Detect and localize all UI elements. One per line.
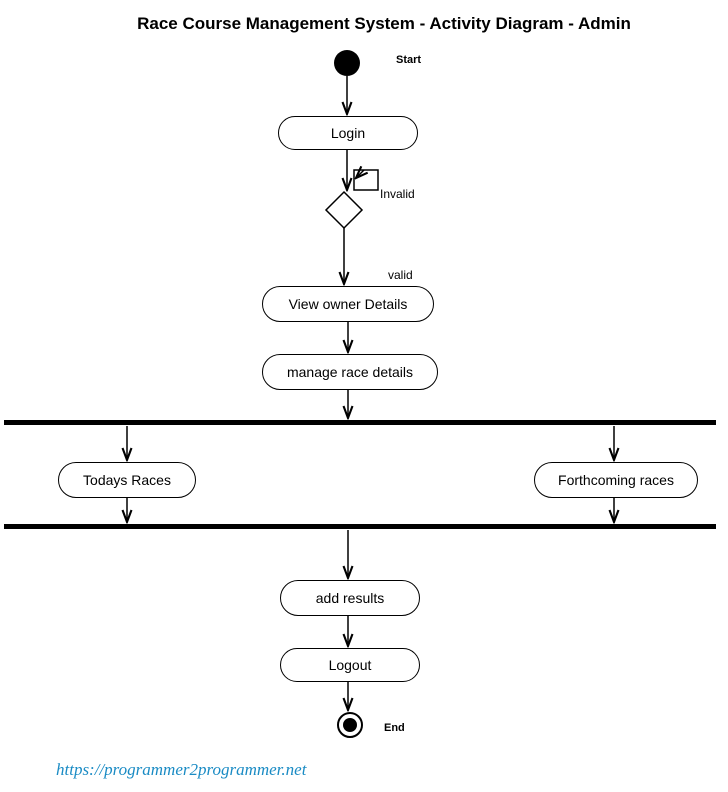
- diagram-title: Race Course Management System - Activity…: [104, 14, 664, 34]
- activity-logout: Logout: [280, 648, 420, 682]
- activity-forthcoming: Forthcoming races: [534, 462, 698, 498]
- activity-login: Login: [278, 116, 418, 150]
- activity-manage-race: manage race details: [262, 354, 438, 390]
- start-node: [334, 50, 360, 76]
- label-start: Start: [396, 54, 421, 66]
- loop-arrow: [356, 170, 364, 178]
- join-bar: [4, 524, 716, 529]
- activity-view-owner: View owner Details: [262, 286, 434, 322]
- label-valid: valid: [388, 268, 413, 282]
- loop-box: [354, 170, 378, 190]
- label-end: End: [384, 722, 405, 734]
- activity-add-results: add results: [280, 580, 420, 616]
- activity-todays: Todays Races: [58, 462, 196, 498]
- footer-url: https://programmer2programmer.net: [56, 760, 306, 780]
- end-node-inner: [343, 718, 357, 732]
- label-invalid: Invalid: [380, 187, 415, 201]
- fork-bar: [4, 420, 716, 425]
- decision-node: [326, 192, 362, 228]
